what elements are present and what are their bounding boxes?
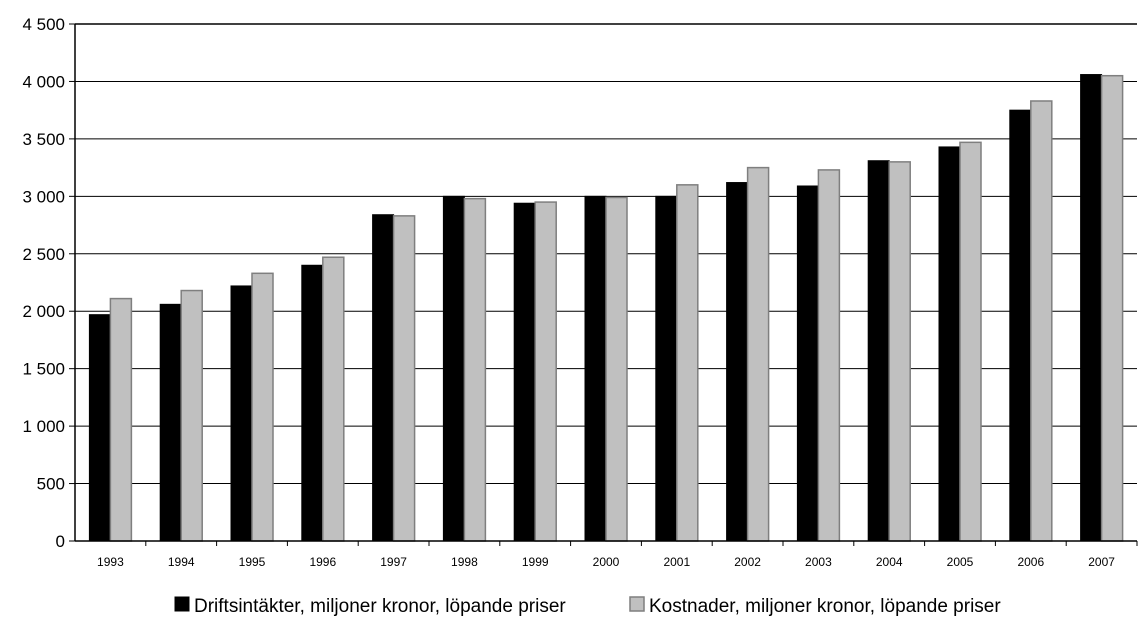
x-tick-label: 1997 xyxy=(380,555,407,569)
legend: Driftsintäkter, miljoner kronor, löpande… xyxy=(174,596,1001,617)
bar-driftsintakter-2000 xyxy=(584,195,607,542)
legend-swatch-driftsintakter xyxy=(174,596,190,612)
bar-kostnader-2005 xyxy=(959,141,982,542)
bar-driftsintakter-2004 xyxy=(867,160,890,542)
bar-driftsintakter-2006 xyxy=(1009,109,1032,542)
y-tick-label: 2 500 xyxy=(22,245,65,264)
y-tick-label: 4 500 xyxy=(22,15,65,34)
x-tick-label: 2006 xyxy=(1017,555,1044,569)
y-tick-label: 500 xyxy=(37,475,65,494)
bar-driftsintakter-1999 xyxy=(513,202,536,542)
legend-label-kostnader: Kostnader, miljoner kronor, löpande pris… xyxy=(649,596,1001,617)
x-tick-label: 1994 xyxy=(168,555,195,569)
x-tick-label: 1993 xyxy=(97,555,124,569)
x-tick-label: 1999 xyxy=(522,555,549,569)
bar-driftsintakter-2001 xyxy=(655,195,678,542)
x-tick-label: 2000 xyxy=(593,555,620,569)
bar-driftsintakter-2003 xyxy=(796,185,819,542)
legend-swatch-kostnader xyxy=(629,596,645,612)
y-tick-label: 0 xyxy=(56,532,65,551)
bar-driftsintakter-1997 xyxy=(372,214,395,542)
bar-kostnader-1996 xyxy=(322,256,345,542)
x-tick-labels: 1993 1994 1995 1996 1997 1998 1999 2000 2001 2002… xyxy=(97,555,1115,569)
y-tick-label: 3 000 xyxy=(22,187,65,206)
bar-driftsintakter-2002 xyxy=(726,182,749,542)
bar-driftsintakter-1995 xyxy=(230,285,253,542)
x-tick-label: 2001 xyxy=(663,555,690,569)
bar-driftsintakter-1993 xyxy=(88,314,111,542)
x-tick-label: 1995 xyxy=(239,555,266,569)
bar-kostnader-1998 xyxy=(463,197,487,542)
y-tick-label: 2 000 xyxy=(22,302,65,321)
x-tick-label: 1996 xyxy=(309,555,336,569)
legend-label-driftsintakter: Driftsintäkter, miljoner kronor, löpande… xyxy=(194,596,566,617)
bar-driftsintakter-1998 xyxy=(442,195,465,542)
bar-kostnader-2001 xyxy=(676,184,699,542)
y-tick-labels: 0 500 1 000 1 500 2 000 2 500 3 000 3 500 4 000 4… xyxy=(22,15,65,551)
y-tick-label: 1 000 xyxy=(22,417,65,436)
bar-kostnader-2000 xyxy=(605,196,628,542)
bar-driftsintakter-2007 xyxy=(1080,74,1103,542)
bar-kostnader-2007 xyxy=(1100,74,1124,542)
y-tick-label: 1 500 xyxy=(22,360,65,379)
x-tick-label: 1998 xyxy=(451,555,478,569)
bar-driftsintakter-1994 xyxy=(159,303,182,542)
bar-kostnader-2002 xyxy=(746,166,770,542)
bars xyxy=(88,74,1124,542)
y-tick-label: 4 000 xyxy=(22,72,65,91)
bar-kostnader-1993 xyxy=(109,297,133,542)
bar-kostnader-2003 xyxy=(817,169,841,542)
bar-driftsintakter-2005 xyxy=(938,146,961,542)
bar-kostnader-1994 xyxy=(180,289,203,542)
x-tick-label: 2007 xyxy=(1088,555,1115,569)
x-tick-label: 2004 xyxy=(876,555,903,569)
x-tick-label: 2003 xyxy=(805,555,832,569)
bar-kostnader-2006 xyxy=(1030,100,1053,542)
x-tick-label: 2005 xyxy=(947,555,974,569)
x-tick-label: 2002 xyxy=(734,555,761,569)
bar-kostnader-1997 xyxy=(392,215,416,542)
axes xyxy=(69,23,1138,546)
y-tick-label: 3 500 xyxy=(22,130,65,149)
bar-driftsintakter-1996 xyxy=(301,264,324,542)
bar-kostnader-2004 xyxy=(888,161,911,542)
bar-kostnader-1999 xyxy=(534,201,557,542)
bar-kostnader-1995 xyxy=(251,272,274,542)
